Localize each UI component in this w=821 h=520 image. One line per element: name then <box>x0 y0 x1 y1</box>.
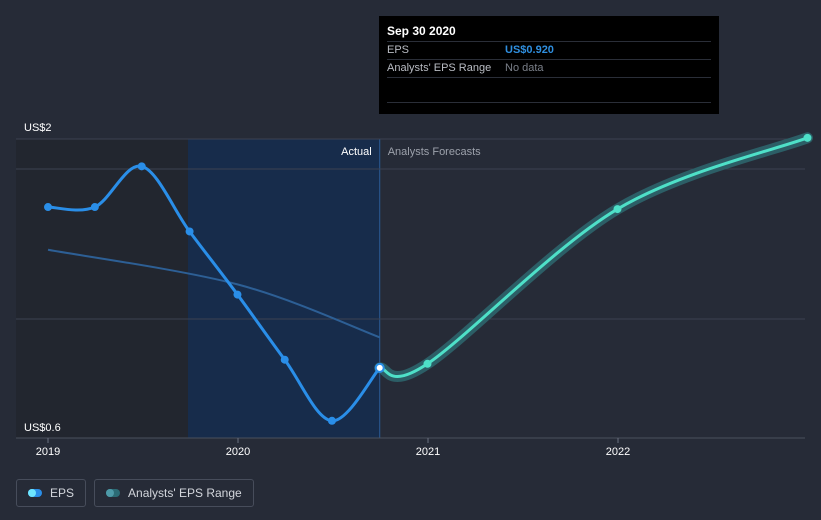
eps-point-2 <box>137 162 146 171</box>
legend-eps-label: EPS <box>50 486 75 500</box>
eps-line <box>47 164 381 423</box>
eps-point-0 <box>44 203 52 212</box>
forecast-point-3 <box>803 133 812 142</box>
eps-point-highlighted <box>374 362 385 373</box>
tooltip: Sep 30 2020 EPS US$0.920 Analysts' EPS R… <box>379 16 719 114</box>
tooltip-row-range: Analysts' EPS Range No data <box>387 59 711 77</box>
y-axis-bottom-label: US$0.6 <box>24 422 61 434</box>
x-tick-label-2022: 2022 <box>606 446 630 458</box>
legend-item-eps[interactable]: EPS <box>16 479 87 507</box>
x-tick-label-2021: 2021 <box>416 446 440 458</box>
eps-point-5 <box>280 355 289 364</box>
forecast-point-1 <box>423 359 432 368</box>
actual-highlight-region <box>188 139 380 438</box>
tooltip-row-empty <box>387 77 711 103</box>
y-axis-top-label: US$2 <box>24 122 52 134</box>
tooltip-row-eps: EPS US$0.920 <box>387 41 711 59</box>
forecast-line <box>379 136 809 378</box>
eps-point-6 <box>327 416 336 425</box>
tooltip-range-label: Analysts' EPS Range <box>387 62 492 74</box>
legend-range-label: Analysts' EPS Range <box>128 486 242 500</box>
forecast-label: Analysts Forecasts <box>388 146 481 158</box>
tooltip-eps-value: US$0.920 <box>505 44 554 56</box>
x-tick-label-2019: 2019 <box>36 446 60 458</box>
forecast-range-band <box>374 132 813 382</box>
past-background <box>16 139 188 438</box>
tooltip-range-value: No data <box>505 62 544 74</box>
eps-point-1 <box>90 203 99 212</box>
legend-item-range[interactable]: Analysts' EPS Range <box>94 479 254 507</box>
forecast-point-2 <box>613 205 622 214</box>
range-legend-icon <box>106 489 121 497</box>
tooltip-date: Sep 30 2020 <box>387 24 456 38</box>
x-tick-label-2020: 2020 <box>226 446 250 458</box>
eps-legend-icon <box>28 489 42 497</box>
eps-point-4 <box>233 290 242 299</box>
tooltip-eps-label: EPS <box>387 44 410 56</box>
trend-line <box>47 248 381 339</box>
actual-label: Actual <box>341 146 372 158</box>
legend: EPS Analysts' EPS Range <box>16 479 254 507</box>
eps-point-3 <box>185 227 194 236</box>
